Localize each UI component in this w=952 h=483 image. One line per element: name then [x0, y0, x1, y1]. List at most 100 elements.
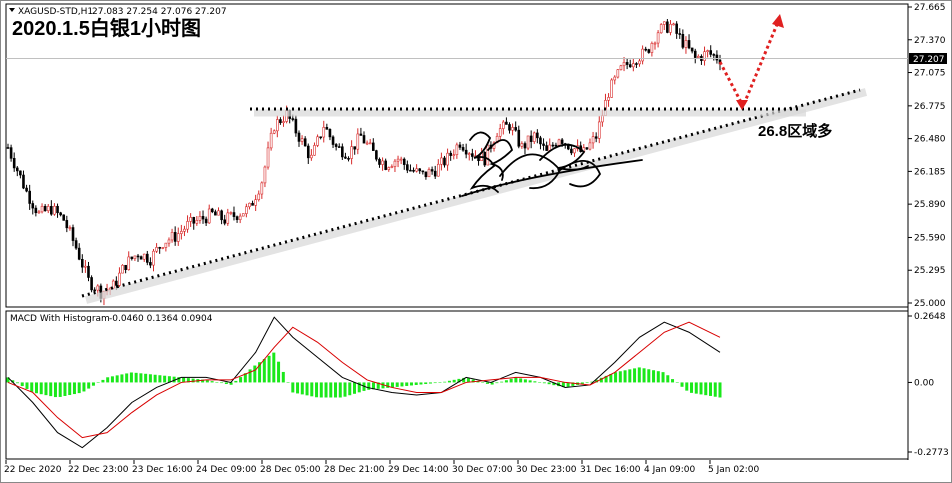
histogram-bar	[552, 382, 556, 386]
candle-body	[229, 212, 233, 214]
current-price-box	[909, 53, 947, 64]
histogram-bar	[414, 382, 418, 385]
histogram-bar	[272, 352, 276, 383]
histogram-bar	[580, 382, 584, 384]
histogram-bar	[139, 373, 143, 383]
candle-body	[62, 214, 66, 221]
candle-body	[152, 250, 155, 266]
candle-body	[641, 48, 644, 62]
candle-body	[15, 167, 19, 172]
candle-body	[715, 54, 719, 61]
candle-body	[443, 157, 446, 166]
menu-triangle-icon[interactable]	[9, 8, 15, 12]
candle-body	[536, 132, 539, 139]
histogram-bar	[324, 382, 328, 398]
macd-tick-label: 0.00	[914, 378, 934, 388]
candle-body	[118, 272, 121, 286]
candle-body	[427, 169, 431, 178]
candle-body	[554, 144, 558, 147]
histogram-bar	[101, 379, 105, 383]
candle-body	[409, 169, 412, 172]
histogram-bar	[718, 382, 722, 398]
histogram-bar	[253, 365, 257, 383]
down-arrow-line	[718, 61, 744, 105]
histogram-bar	[191, 378, 195, 383]
candle-body	[436, 163, 440, 177]
histogram-bar	[647, 369, 651, 383]
candle-body	[279, 119, 282, 124]
candle-body	[195, 220, 199, 224]
histogram-bar	[666, 375, 670, 383]
time-tick-label: 30 Dec 23:00	[516, 465, 577, 475]
price-tick-label: 26.185	[914, 167, 946, 177]
histogram-bar	[471, 379, 475, 383]
histogram-bar	[376, 382, 380, 389]
candle-body	[399, 158, 403, 161]
candle-body	[266, 147, 270, 168]
candle-body	[297, 132, 301, 142]
candle-body	[46, 206, 50, 212]
candle-body	[585, 147, 589, 150]
macd-line	[7, 316, 721, 449]
histogram-bar	[39, 382, 43, 395]
time-tick-label: 4 Jan 09:00	[644, 465, 696, 475]
histogram-bar	[177, 377, 181, 383]
price-tick-label: 26.480	[914, 135, 946, 145]
candle-body	[557, 139, 561, 146]
candle-body	[282, 121, 285, 124]
candle-body	[245, 206, 248, 214]
histogram-bar	[262, 359, 266, 383]
candle-body	[597, 121, 601, 139]
candle-body	[669, 23, 672, 33]
candle-body	[226, 212, 230, 224]
candle-body	[316, 136, 319, 146]
macd-values: -0.0460 0.1364 0.0904	[109, 314, 213, 324]
candle-body	[9, 147, 13, 159]
candle-body	[570, 148, 573, 154]
candle-body	[238, 215, 242, 220]
candle-body	[84, 265, 87, 268]
histogram-bar	[53, 382, 57, 398]
histogram-bar	[87, 382, 91, 389]
price-tick-label: 25.295	[914, 266, 946, 276]
signal-line	[7, 321, 721, 439]
candle-body	[59, 212, 62, 216]
candle-body	[684, 40, 688, 48]
histogram-bar	[334, 382, 338, 398]
candle-body	[545, 145, 548, 151]
time-tick-label: 22 Dec 23:00	[68, 465, 129, 475]
histogram-bar	[110, 376, 114, 383]
histogram-bar	[310, 382, 314, 397]
price-axis-ticks: 27.665 27.370 27.075 26.775 26.480 26.185 25.8…	[908, 3, 946, 309]
macd-panel	[5, 310, 909, 460]
histogram-bar	[462, 377, 466, 383]
candle-body	[248, 202, 251, 208]
candle-body	[461, 147, 465, 151]
candle-body	[260, 182, 264, 195]
up-arrow-line	[742, 21, 780, 105]
candle-body	[80, 259, 84, 268]
histogram-bar	[614, 372, 618, 383]
histogram-bar	[134, 372, 138, 383]
candle-body	[6, 147, 10, 149]
candle-body	[87, 265, 90, 278]
candle-body	[93, 289, 96, 292]
histogram-bar	[523, 379, 527, 383]
histogram-bar	[353, 382, 357, 394]
histogram-bar	[618, 371, 622, 383]
candle-body	[322, 127, 326, 138]
candles	[6, 19, 722, 306]
histogram-bar	[357, 382, 361, 393]
histogram-bar	[585, 382, 589, 384]
candle-body	[176, 233, 180, 242]
candle-body	[130, 256, 134, 259]
candle-body	[412, 169, 415, 172]
histogram-bar	[30, 382, 34, 392]
signature-watermark	[461, 131, 643, 197]
candle-body	[74, 240, 78, 249]
histogram-bar	[661, 372, 665, 383]
candle-body	[146, 253, 149, 263]
histogram-bar	[129, 372, 133, 383]
annotation-text: 26.8区域多	[758, 122, 832, 140]
candle-body	[341, 146, 344, 158]
